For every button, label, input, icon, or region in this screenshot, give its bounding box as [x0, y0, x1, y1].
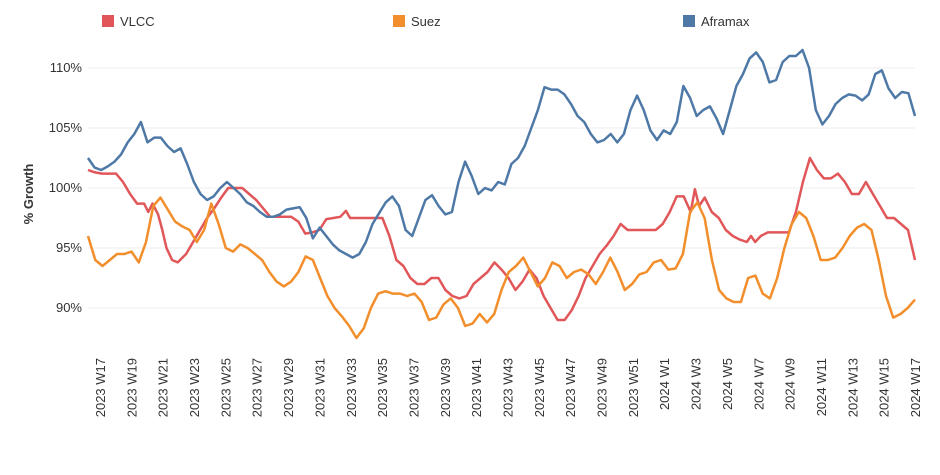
- x-tick-label: 2023 W31: [312, 358, 327, 417]
- x-tick-label: 2024 W5: [720, 358, 735, 410]
- x-tick-label: 2023 W17: [93, 358, 108, 417]
- x-tick-label: 2023 W43: [501, 358, 516, 417]
- y-axis-label: % Growth: [21, 164, 36, 225]
- x-tick-label: 2023 W25: [218, 358, 233, 417]
- x-tick-label: 2023 W41: [469, 358, 484, 417]
- x-tick-label: 2024 W17: [908, 358, 923, 417]
- x-tick-label: 2024 W13: [845, 358, 860, 417]
- legend-item-suez[interactable]: Suez: [393, 12, 441, 30]
- x-tick-label: 2024 W9: [783, 358, 798, 410]
- legend-swatch-suez: [393, 15, 405, 27]
- y-tick-label: 105%: [49, 120, 83, 135]
- legend-label-vlcc: VLCC: [120, 13, 155, 29]
- y-tick-label: 110%: [50, 60, 83, 75]
- y-tick-label: 100%: [49, 180, 83, 195]
- x-tick-label: 2024 W1: [657, 358, 672, 410]
- series-line-aframax[interactable]: [86, 48, 917, 259]
- legend-swatch-vlcc: [102, 15, 114, 27]
- legend-item-vlcc[interactable]: VLCC: [102, 12, 155, 30]
- x-tick-label: 2023 W39: [438, 358, 453, 417]
- series-lines: [86, 48, 917, 340]
- x-tick-label: 2023 W33: [344, 358, 359, 417]
- x-tick-label: 2023 W19: [124, 358, 139, 417]
- x-tick-label: 2023 W47: [563, 358, 578, 417]
- x-tick-label: 2024 W15: [877, 358, 892, 417]
- series-line-vlcc[interactable]: [87, 156, 917, 322]
- x-tick-label: 2023 W29: [281, 358, 296, 417]
- x-axis-ticks: 2023 W17 2023 W19 2023 W21 2023 W23 2023 W25…: [93, 358, 923, 417]
- gridlines: [88, 67, 915, 309]
- y-axis-ticks: 90% 95% 100% 105% 110%: [49, 60, 83, 315]
- legend-swatch-aframax: [683, 15, 695, 27]
- x-tick-label: 2023 W37: [406, 358, 421, 417]
- series-line-suez[interactable]: [86, 196, 916, 340]
- legend-label-suez: Suez: [411, 13, 441, 29]
- y-tick-label: 90%: [56, 300, 82, 315]
- legend-item-aframax[interactable]: Aframax: [683, 12, 749, 30]
- x-tick-label: 2023 W35: [375, 358, 390, 417]
- x-tick-label: 2024 W11: [814, 358, 829, 416]
- x-tick-label: 2024 W3: [689, 358, 704, 410]
- x-tick-label: 2023 W45: [532, 358, 547, 417]
- x-tick-label: 2023 W21: [156, 358, 171, 417]
- x-tick-label: 2023 W27: [250, 358, 265, 417]
- x-tick-label: 2024 W7: [751, 358, 766, 410]
- x-tick-label: 2023 W23: [187, 358, 202, 417]
- y-tick-label: 95%: [56, 240, 82, 255]
- legend-label-aframax: Aframax: [701, 13, 750, 29]
- x-tick-label: 2023 W49: [595, 358, 610, 417]
- x-tick-label: 2023 W51: [626, 358, 641, 417]
